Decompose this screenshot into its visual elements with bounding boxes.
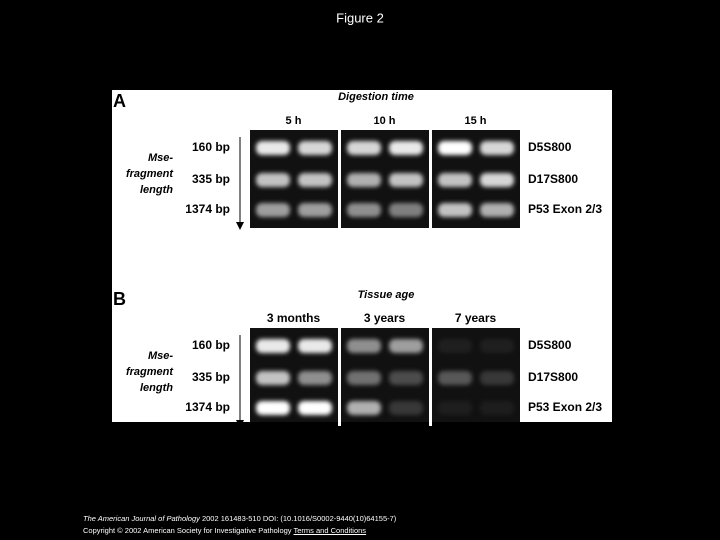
arrow-head <box>236 420 244 428</box>
fragment-label: 335 bp <box>192 172 230 186</box>
marker-label: D17S800 <box>528 172 578 186</box>
marker-label: P53 Exon 2/3 <box>528 202 602 216</box>
gel-band <box>438 339 472 353</box>
gel-band <box>480 339 514 353</box>
gel-band <box>347 371 381 385</box>
fragment-label: 335 bp <box>192 370 230 384</box>
gel-band <box>347 203 381 217</box>
column-label: 7 years <box>455 311 497 325</box>
gel-band <box>389 401 423 415</box>
column-label: 3 years <box>364 311 406 325</box>
gel-band <box>256 203 290 217</box>
panel-letter: A <box>113 91 126 111</box>
gel-band <box>298 371 332 385</box>
gel-band <box>347 401 381 415</box>
column-label: 15 h <box>464 115 486 127</box>
axis-label: length <box>140 382 173 394</box>
gel-band <box>389 371 423 385</box>
gel-divider <box>338 328 341 426</box>
terms-link[interactable]: Terms and Conditions <box>293 526 367 535</box>
arrow-head <box>236 222 244 230</box>
journal-name: The American Journal of Pathology <box>83 514 200 523</box>
gel-band <box>256 401 290 415</box>
marker-label: D5S800 <box>528 338 572 352</box>
gel <box>250 328 520 422</box>
gel-band <box>256 371 290 385</box>
gel-band <box>256 141 290 155</box>
column-label: 3 months <box>267 311 321 325</box>
axis-label: length <box>140 184 173 196</box>
gel-band <box>389 173 423 187</box>
gel-band <box>298 203 332 217</box>
citation: The American Journal of Pathology 2002 1… <box>83 514 396 523</box>
axis-label: Mse- <box>148 350 173 362</box>
panel-letter: B <box>113 289 126 309</box>
fragment-label: 160 bp <box>192 338 230 352</box>
column-label: 10 h <box>373 115 395 127</box>
gel-band <box>298 401 332 415</box>
gel-band <box>438 401 472 415</box>
fragment-label: 160 bp <box>192 140 230 154</box>
panel-heading: Tissue age <box>358 289 415 301</box>
fragment-label: 1374 bp <box>185 400 230 414</box>
slide: Figure 2 A Digestion time 5 h 10 h 15 h Mse-f… <box>112 10 612 428</box>
gel-band <box>480 203 514 217</box>
column-label: 5 h <box>286 115 302 127</box>
slide-title: Figure 2 <box>336 10 384 25</box>
copyright: Copyright © 2002 American Society for In… <box>83 526 292 535</box>
axis-label: Mse- <box>148 152 173 164</box>
gel <box>250 130 520 228</box>
gel-divider <box>429 130 432 228</box>
gel-band <box>438 203 472 217</box>
gel-band <box>480 371 514 385</box>
gel-band <box>256 339 290 353</box>
gel-band <box>389 141 423 155</box>
gel-band <box>347 339 381 353</box>
marker-label: D5S800 <box>528 140 572 154</box>
gel-band <box>347 141 381 155</box>
fragment-label: 1374 bp <box>185 202 230 216</box>
gel-band <box>438 371 472 385</box>
gel-band <box>256 173 290 187</box>
gel-band <box>438 173 472 187</box>
gel-band <box>298 339 332 353</box>
gel-band <box>298 141 332 155</box>
gel-band <box>298 173 332 187</box>
citation-text: 2002 161483-510 DOI: (10.1016/S0002-9440… <box>201 514 397 523</box>
gel-band <box>480 141 514 155</box>
gel-band <box>389 339 423 353</box>
gel-divider <box>429 328 432 426</box>
gel-band <box>438 141 472 155</box>
gel-band <box>480 173 514 187</box>
marker-label: D17S800 <box>528 370 578 384</box>
gel-band <box>480 401 514 415</box>
gel-band <box>347 173 381 187</box>
axis-label: fragment <box>126 366 174 378</box>
panel-heading: Digestion time <box>338 91 414 103</box>
gel-band <box>389 203 423 217</box>
marker-label: P53 Exon 2/3 <box>528 400 602 414</box>
copyright-line: Copyright © 2002 American Society for In… <box>83 526 366 535</box>
axis-label: fragment <box>126 168 174 180</box>
gel-divider <box>338 130 341 228</box>
